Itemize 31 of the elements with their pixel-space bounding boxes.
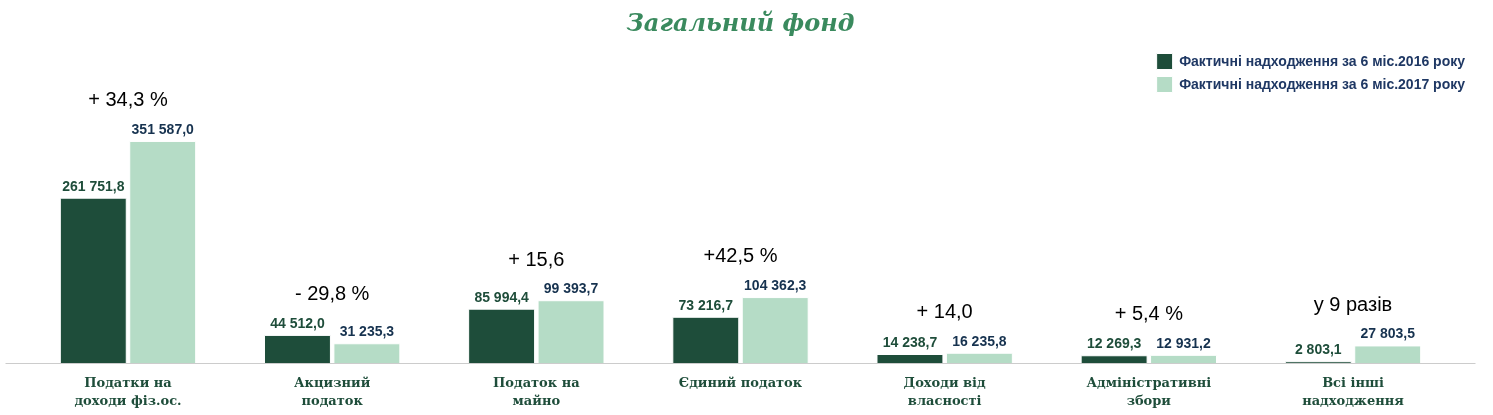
text: + 34,3 % bbox=[88, 88, 168, 111]
data-label: 104 362,3 bbox=[744, 277, 807, 294]
legend-label: Фактичні надходження за 6 міс.2017 року bbox=[1179, 76, 1465, 92]
x-tick-label: Податки на доходи фіз.ос. bbox=[74, 374, 182, 408]
data-label: 85 994,4 bbox=[474, 288, 530, 305]
chart-title: Загальний фонд bbox=[626, 7, 855, 37]
annotation: у 9 разів bbox=[1313, 292, 1393, 315]
x-tick-label: Акцизний податок bbox=[294, 374, 371, 408]
x-tick-label: Єдиний податок bbox=[678, 374, 803, 390]
data-label: 73 216,7 bbox=[678, 296, 734, 313]
annotation: +42,5 % bbox=[703, 244, 778, 267]
data-label: 44 512,0 bbox=[270, 314, 325, 331]
data-label: 351 587,0 bbox=[131, 120, 195, 137]
x-tick-label: Адміністративні збори bbox=[1086, 374, 1212, 408]
data-label: 14 238,7 bbox=[882, 334, 938, 351]
legend-label: Фактичні надходження за 6 міс.2016 року bbox=[1179, 53, 1465, 69]
data-label: 99 393,7 bbox=[543, 280, 599, 297]
x-tick-label: Податок на майно bbox=[493, 374, 581, 408]
data-label: 2 803,1 bbox=[1294, 341, 1342, 358]
data-label: 27 803,5 bbox=[1360, 325, 1416, 342]
annotation: + 15,6 bbox=[508, 247, 565, 270]
data-label: 31 235,3 bbox=[339, 323, 395, 340]
annotation: - 29,8 % bbox=[294, 282, 370, 305]
data-label: 12 269,3 bbox=[1086, 335, 1142, 352]
x-tick-label: Всі інші надходження bbox=[1302, 374, 1405, 408]
x-tick-label: Доходи від власності bbox=[903, 374, 987, 408]
data-label: 12 931,2 bbox=[1156, 334, 1211, 351]
data-label: 261 751,8 bbox=[62, 177, 125, 194]
annotation: + 14,0 bbox=[916, 300, 973, 323]
data-label: 16 235,8 bbox=[952, 332, 1007, 349]
annotation: + 5,4 % bbox=[1114, 302, 1184, 325]
